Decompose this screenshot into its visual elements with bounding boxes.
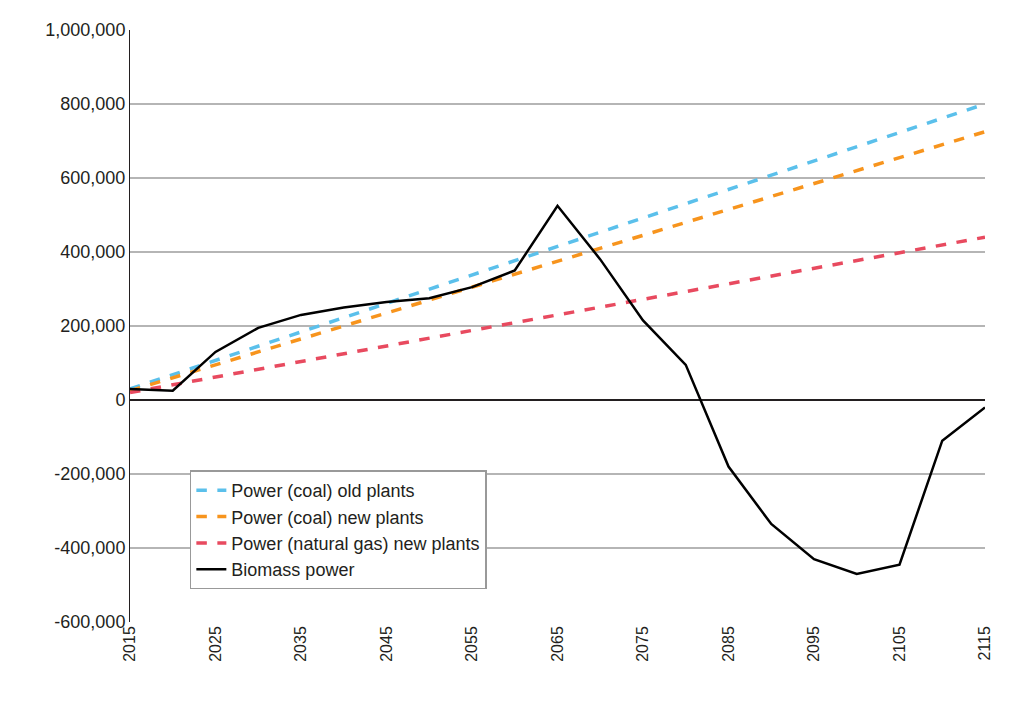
svg-text:-200,000: -200,000 — [54, 464, 125, 484]
svg-text:2095: 2095 — [805, 626, 822, 662]
svg-text:600,000: 600,000 — [60, 168, 125, 188]
svg-text:-400,000: -400,000 — [54, 538, 125, 558]
svg-text:200,000: 200,000 — [60, 316, 125, 336]
svg-text:Power (natural gas) new plants: Power (natural gas) new plants — [231, 534, 479, 554]
svg-text:800,000: 800,000 — [60, 94, 125, 114]
svg-text:Biomass power: Biomass power — [231, 560, 354, 580]
svg-text:2105: 2105 — [891, 626, 908, 662]
svg-text:2035: 2035 — [292, 626, 309, 662]
svg-text:2085: 2085 — [720, 626, 737, 662]
svg-text:2075: 2075 — [634, 626, 651, 662]
svg-text:-600,000: -600,000 — [54, 612, 125, 632]
svg-text:Power (coal) new plants: Power (coal) new plants — [231, 508, 423, 528]
svg-text:400,000: 400,000 — [60, 242, 125, 262]
svg-text:2055: 2055 — [463, 626, 480, 662]
svg-text:2065: 2065 — [549, 626, 566, 662]
svg-text:2025: 2025 — [207, 626, 224, 662]
svg-text:2015: 2015 — [121, 626, 138, 662]
svg-text:0: 0 — [115, 390, 125, 410]
svg-text:2045: 2045 — [378, 626, 395, 662]
svg-text:2115: 2115 — [976, 626, 993, 661]
svg-text:Power (coal) old plants: Power (coal) old plants — [231, 481, 414, 501]
svg-text:1,000,000: 1,000,000 — [45, 20, 125, 40]
